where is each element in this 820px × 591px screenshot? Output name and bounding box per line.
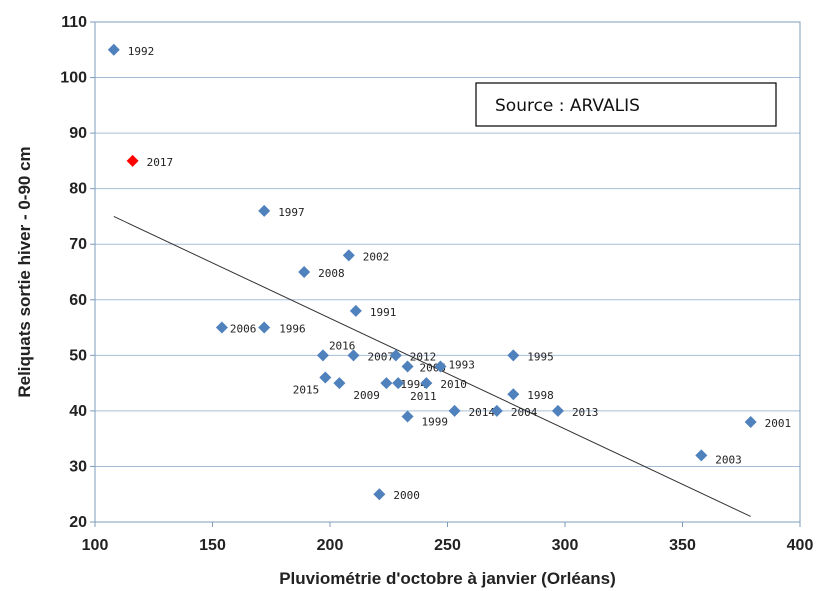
data-point-label: 1998 xyxy=(527,389,554,402)
data-point-label: 1992 xyxy=(128,45,155,58)
data-point-label: 2006 xyxy=(230,323,257,336)
data-point-label: 2000 xyxy=(393,489,420,502)
data-point-label: 1991 xyxy=(370,306,397,319)
y-tick-label: 40 xyxy=(69,403,87,420)
data-point-marker xyxy=(507,349,520,362)
x-tick-label: 200 xyxy=(317,537,344,554)
data-point-marker xyxy=(551,404,564,417)
x-tick-label: 400 xyxy=(787,537,814,554)
x-tick-label: 150 xyxy=(199,537,226,554)
data-point-marker xyxy=(258,321,271,334)
data-point-label: 1997 xyxy=(278,206,305,219)
data-point-marker xyxy=(333,377,346,390)
data-point-marker xyxy=(342,249,355,262)
data-points: 1992 1997 2002 2008 1991 2006 1996 2016 2007 2012… xyxy=(107,43,792,502)
data-point-label: 2010 xyxy=(440,378,467,391)
y-tick-label: 90 xyxy=(69,125,87,142)
trendline xyxy=(113,215,751,517)
data-point-label: 2004 xyxy=(511,406,538,419)
data-point-marker xyxy=(448,404,461,417)
data-point-label: 2002 xyxy=(363,250,390,263)
data-point-marker xyxy=(507,388,520,401)
x-axis-title: Pluviométrie d'octobre à janvier (Orléan… xyxy=(279,569,616,588)
source-box-frame xyxy=(475,82,777,127)
data-point-label: 2013 xyxy=(572,406,599,419)
data-point-label: 2003 xyxy=(715,453,742,466)
data-point-marker xyxy=(107,43,120,56)
data-point-marker xyxy=(347,349,360,362)
y-tick-label: 50 xyxy=(69,347,87,364)
data-point-marker xyxy=(695,449,708,462)
x-tick-label: 300 xyxy=(552,537,579,554)
source-annotation: Source : ARVALIS xyxy=(495,96,640,116)
data-point-marker xyxy=(373,488,386,501)
data-point-marker xyxy=(380,377,393,390)
data-point-label: 2017 xyxy=(147,156,174,169)
data-point-label: 2001 xyxy=(765,417,792,430)
data-point-label: 2012 xyxy=(410,350,437,363)
x-tick-label: 100 xyxy=(82,537,109,554)
data-point-label: 1995 xyxy=(527,350,554,363)
y-tick-label: 80 xyxy=(69,181,87,198)
data-point-marker xyxy=(215,321,228,334)
data-point-marker xyxy=(298,266,311,278)
data-point-marker xyxy=(392,377,405,390)
data-point-label: 2011 xyxy=(410,390,437,403)
data-point-label: 2014 xyxy=(469,406,496,419)
data-point-marker xyxy=(126,154,139,167)
data-point-marker xyxy=(401,410,414,423)
source-box: Source : ARVALIS xyxy=(475,82,777,127)
data-point-label: 1996 xyxy=(279,323,306,336)
data-point-marker xyxy=(349,304,362,317)
y-tick-label: 70 xyxy=(69,236,87,253)
y-axis-title: Reliquats sortie hiver - 0-90 cm xyxy=(15,146,34,397)
data-point-marker xyxy=(490,404,503,417)
data-point-label: 2015 xyxy=(293,384,320,397)
data-point-label: 2008 xyxy=(318,267,345,280)
y-tick-label: 110 xyxy=(61,14,87,31)
data-point-marker xyxy=(434,360,447,373)
data-point-marker xyxy=(316,349,329,362)
y-tick-label: 100 xyxy=(60,70,87,87)
x-tick-label: 250 xyxy=(434,537,461,554)
y-tick-label: 20 xyxy=(69,514,87,531)
data-point-label: 2007 xyxy=(368,350,395,363)
data-point-marker xyxy=(258,204,271,217)
data-point-marker xyxy=(744,416,757,428)
axis-ticks: 20 30 40 50 60 70 80 90 100 110 100 150 200 250 300 350… xyxy=(60,14,813,554)
y-tick-label: 30 xyxy=(69,458,87,475)
data-point-label: 2016 xyxy=(329,339,356,352)
data-point-marker xyxy=(401,360,414,373)
data-point-marker xyxy=(319,371,332,384)
data-point-label: 1994 xyxy=(400,378,427,391)
data-point-label: 1999 xyxy=(422,415,449,428)
data-point-marker xyxy=(420,377,433,390)
x-tick-label: 350 xyxy=(669,537,696,554)
data-point-label: 1993 xyxy=(448,358,475,371)
y-tick-label: 60 xyxy=(69,292,87,309)
data-point-label: 2009 xyxy=(353,389,380,402)
data-point-marker xyxy=(389,349,402,362)
